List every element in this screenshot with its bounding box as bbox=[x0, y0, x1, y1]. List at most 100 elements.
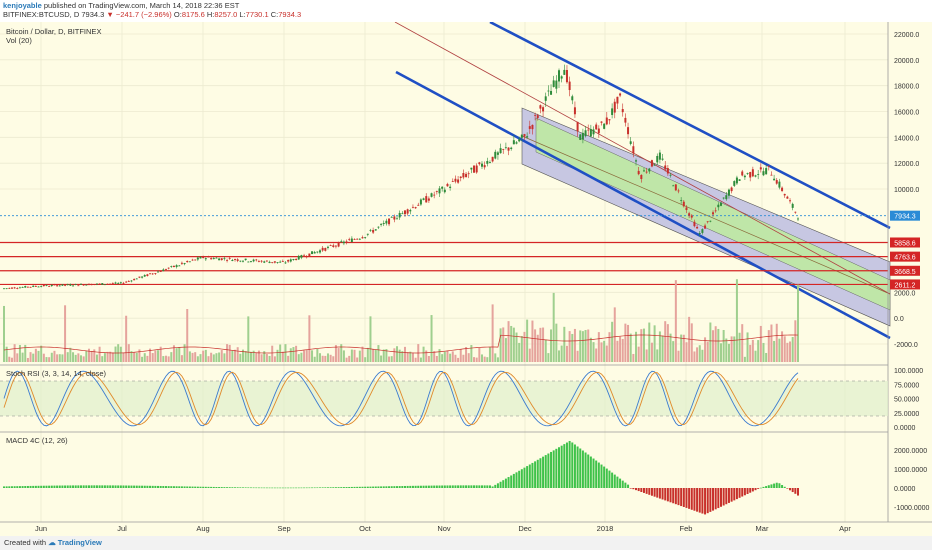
macd-bar bbox=[403, 485, 406, 488]
macd-bar bbox=[295, 487, 298, 489]
macd-bar bbox=[244, 487, 247, 489]
volume-bar bbox=[42, 353, 45, 362]
volume-bar bbox=[159, 346, 162, 362]
volume-bar bbox=[106, 351, 109, 362]
volume-bar bbox=[260, 354, 263, 362]
candle-body bbox=[451, 181, 454, 182]
volume-bar bbox=[536, 334, 539, 362]
volume-bar bbox=[372, 349, 375, 362]
macd-bar bbox=[759, 487, 762, 489]
volume-bar bbox=[441, 354, 444, 362]
stoch-pane-title: Stoch RSI (3, 3, 14, 14, close) bbox=[6, 369, 107, 378]
volume-bar bbox=[722, 329, 725, 362]
macd-bar bbox=[87, 485, 90, 488]
macd-bar bbox=[398, 486, 401, 488]
volume-bar bbox=[555, 323, 558, 362]
candle-body bbox=[589, 129, 592, 137]
macd-bar bbox=[401, 486, 404, 488]
macd-bar bbox=[106, 485, 109, 488]
axis-labels: Jun Jul Aug Sep Oct Nov Dec 2018 Feb Mar Apr 22000.… bbox=[35, 32, 930, 533]
author-link[interactable]: kenjoyable bbox=[3, 1, 42, 10]
volume-bar bbox=[223, 353, 226, 362]
close-label: C: bbox=[270, 10, 279, 19]
chart-area[interactable]: Bitcoin / Dollar, D, BITFINEX Vol (20) S… bbox=[0, 22, 932, 536]
candle-body bbox=[528, 126, 531, 129]
macd-bar bbox=[438, 485, 441, 488]
macd-bar bbox=[571, 442, 574, 488]
candle-body bbox=[239, 260, 242, 262]
macd-bar bbox=[520, 469, 523, 488]
macd-bar bbox=[5, 486, 8, 488]
macd-bar bbox=[650, 488, 653, 496]
volume-bar bbox=[430, 315, 433, 362]
candle-body bbox=[427, 198, 430, 201]
volume-bar bbox=[385, 349, 388, 362]
volume-bar bbox=[751, 339, 754, 362]
candle-body bbox=[435, 190, 438, 192]
macd-tick-label: 1000.0000 bbox=[894, 467, 927, 474]
symbol-line: BITFINEX:BTCUSD, D 7934.3 ▼ −241.7 (−2.9… bbox=[3, 10, 301, 19]
tradingview-logo[interactable]: ☁ TradingView bbox=[48, 538, 102, 547]
macd-pane-title: MACD 4C (12, 26) bbox=[6, 436, 68, 445]
volume-bar bbox=[289, 348, 292, 362]
price-candles bbox=[3, 64, 799, 290]
macd-bar bbox=[688, 488, 691, 509]
candle-body bbox=[510, 147, 513, 149]
macd-bar bbox=[791, 488, 794, 493]
volume-bar bbox=[411, 352, 414, 362]
macd-bar bbox=[175, 486, 178, 488]
macd-bar bbox=[64, 485, 67, 488]
y-tick-label: 20000.0 bbox=[894, 58, 919, 65]
volume-bar bbox=[674, 280, 677, 362]
volume-bar bbox=[757, 340, 760, 362]
macd-bar bbox=[770, 484, 773, 488]
channel-lower-line bbox=[395, 70, 891, 340]
macd-bar bbox=[664, 488, 667, 501]
volume-bar bbox=[773, 340, 776, 362]
candle-body bbox=[398, 212, 401, 218]
macd-pane: MACD 4C (12, 26) bbox=[3, 436, 799, 515]
candle-body bbox=[260, 260, 263, 262]
candle-body bbox=[438, 188, 441, 194]
macd-bar bbox=[526, 466, 529, 488]
macd-bar bbox=[478, 485, 481, 488]
volume-bar bbox=[297, 354, 300, 362]
volume-bar bbox=[300, 352, 303, 362]
candle-body bbox=[178, 265, 181, 267]
macd-bar bbox=[542, 456, 545, 488]
candle-body bbox=[709, 220, 712, 222]
volume-bar bbox=[34, 348, 37, 362]
candle-body bbox=[765, 168, 768, 175]
volume-bar bbox=[326, 353, 329, 362]
macd-bar bbox=[635, 488, 638, 491]
volume-bar bbox=[754, 350, 757, 362]
volume-bar bbox=[645, 349, 648, 362]
volume-bar bbox=[595, 348, 598, 362]
volume-bar bbox=[24, 344, 27, 362]
macd-bar bbox=[568, 440, 571, 488]
price-axis-marker bbox=[890, 279, 920, 290]
macd-bar bbox=[706, 488, 709, 514]
volume-bar bbox=[361, 346, 364, 362]
candle-body bbox=[733, 181, 736, 186]
macd-bar bbox=[154, 485, 157, 488]
candle-body bbox=[648, 168, 651, 172]
macd-bar bbox=[114, 485, 117, 488]
macd-bar bbox=[390, 486, 393, 488]
candle-body bbox=[37, 286, 40, 288]
candle-body bbox=[342, 241, 345, 244]
volume-bar bbox=[735, 279, 738, 362]
macd-bar bbox=[417, 485, 420, 488]
macd-bar bbox=[789, 488, 792, 491]
macd-bar bbox=[141, 485, 144, 488]
volume-bar bbox=[467, 353, 470, 362]
volume-bar bbox=[504, 338, 507, 362]
candle-body bbox=[544, 96, 547, 101]
candle-body bbox=[308, 253, 311, 257]
volume-bar bbox=[496, 357, 499, 362]
macd-bar bbox=[454, 485, 457, 488]
candle-body bbox=[13, 287, 16, 289]
candle-body bbox=[212, 258, 215, 260]
volume-bar bbox=[621, 338, 624, 362]
candle-body bbox=[797, 218, 799, 220]
